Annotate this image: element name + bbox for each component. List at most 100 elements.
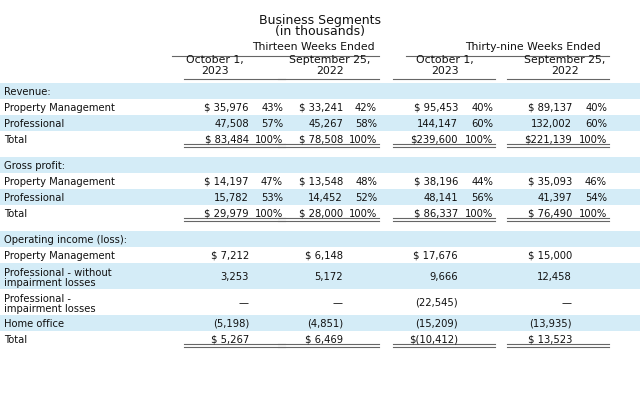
Text: 54%: 54%	[585, 193, 607, 202]
Text: 40%: 40%	[585, 103, 607, 113]
Text: $ 76,490: $ 76,490	[527, 209, 572, 218]
Text: —: —	[562, 297, 572, 307]
Bar	[0, 315, 640, 331]
Text: $ 35,976: $ 35,976	[205, 103, 249, 113]
Text: 132,002: 132,002	[531, 119, 572, 129]
Text: (in thousands): (in thousands)	[275, 25, 365, 38]
Text: 2023: 2023	[201, 66, 229, 76]
Text: 44%: 44%	[471, 177, 493, 187]
Text: 2022: 2022	[551, 66, 579, 76]
Text: 100%: 100%	[349, 209, 377, 218]
Text: 52%: 52%	[355, 193, 377, 202]
Text: (4,851): (4,851)	[307, 318, 343, 328]
Bar	[0, 263, 640, 289]
Text: $ 95,453: $ 95,453	[413, 103, 458, 113]
Text: September 25,: September 25,	[289, 55, 371, 65]
Text: 48%: 48%	[355, 177, 377, 187]
Bar	[0, 189, 640, 205]
Text: Property Management: Property Management	[4, 250, 115, 261]
Text: Professional: Professional	[4, 193, 64, 202]
Text: 57%: 57%	[261, 119, 283, 129]
Text: (5,198): (5,198)	[212, 318, 249, 328]
Text: 53%: 53%	[261, 193, 283, 202]
Text: 9,666: 9,666	[429, 271, 458, 281]
Text: Total: Total	[4, 334, 27, 344]
Text: Professional - without: Professional - without	[4, 267, 111, 277]
Text: 60%: 60%	[471, 119, 493, 129]
Text: $ 33,241: $ 33,241	[299, 103, 343, 113]
Text: $(10,412): $(10,412)	[409, 334, 458, 344]
Text: $ 14,197: $ 14,197	[205, 177, 249, 187]
Text: Professional: Professional	[4, 119, 64, 129]
Text: 46%: 46%	[585, 177, 607, 187]
Text: Property Management: Property Management	[4, 103, 115, 113]
Text: $ 17,676: $ 17,676	[413, 250, 458, 261]
Bar	[0, 84, 640, 100]
Text: $ 29,979: $ 29,979	[204, 209, 249, 218]
Text: 45,267: 45,267	[308, 119, 343, 129]
Text: impairment losses: impairment losses	[4, 277, 95, 287]
Text: 100%: 100%	[255, 135, 283, 145]
Bar	[0, 116, 640, 132]
Text: September 25,: September 25,	[524, 55, 605, 65]
Text: 43%: 43%	[261, 103, 283, 113]
Text: 100%: 100%	[579, 135, 607, 145]
Text: $ 83,484: $ 83,484	[205, 135, 249, 145]
Text: 41,397: 41,397	[537, 193, 572, 202]
Text: $ 6,148: $ 6,148	[305, 250, 343, 261]
Text: $ 38,196: $ 38,196	[413, 177, 458, 187]
Text: Gross profit:: Gross profit:	[4, 161, 65, 171]
Text: 56%: 56%	[471, 193, 493, 202]
Text: 2022: 2022	[316, 66, 344, 76]
Text: 2023: 2023	[431, 66, 459, 76]
Text: $239,600: $239,600	[410, 135, 458, 145]
Text: $221,139: $221,139	[524, 135, 572, 145]
Text: —: —	[333, 297, 343, 307]
Text: 100%: 100%	[465, 209, 493, 218]
Text: 15,782: 15,782	[214, 193, 249, 202]
Text: (13,935): (13,935)	[529, 318, 572, 328]
Text: 14,452: 14,452	[308, 193, 343, 202]
Text: impairment losses: impairment losses	[4, 303, 95, 313]
Text: $ 28,000: $ 28,000	[299, 209, 343, 218]
Text: 100%: 100%	[349, 135, 377, 145]
Text: October 1,: October 1,	[186, 55, 244, 65]
Text: Revenue:: Revenue:	[4, 87, 51, 97]
Text: $ 7,212: $ 7,212	[211, 250, 249, 261]
Text: 47,508: 47,508	[214, 119, 249, 129]
Text: Professional -: Professional -	[4, 293, 71, 303]
Text: $ 86,337: $ 86,337	[413, 209, 458, 218]
Text: Business Segments: Business Segments	[259, 14, 381, 27]
Text: 100%: 100%	[465, 135, 493, 145]
Text: Thirteen Weeks Ended: Thirteen Weeks Ended	[252, 42, 374, 52]
Text: $ 78,508: $ 78,508	[299, 135, 343, 145]
Text: 40%: 40%	[471, 103, 493, 113]
Text: 58%: 58%	[355, 119, 377, 129]
Text: (15,209): (15,209)	[415, 318, 458, 328]
Text: Total: Total	[4, 209, 27, 218]
Text: $ 35,093: $ 35,093	[528, 177, 572, 187]
Text: October 1,: October 1,	[416, 55, 474, 65]
Text: —: —	[239, 297, 249, 307]
Text: $ 15,000: $ 15,000	[528, 250, 572, 261]
Text: $ 6,469: $ 6,469	[305, 334, 343, 344]
Text: Operating income (loss):: Operating income (loss):	[4, 234, 127, 245]
Text: 47%: 47%	[261, 177, 283, 187]
Text: Property Management: Property Management	[4, 177, 115, 187]
Bar	[0, 231, 640, 247]
Text: 42%: 42%	[355, 103, 377, 113]
Text: 100%: 100%	[255, 209, 283, 218]
Text: (22,545): (22,545)	[415, 297, 458, 307]
Text: $ 5,267: $ 5,267	[211, 334, 249, 344]
Bar	[0, 157, 640, 173]
Text: $ 13,548: $ 13,548	[299, 177, 343, 187]
Text: Thirty-nine Weeks Ended: Thirty-nine Weeks Ended	[465, 42, 600, 52]
Text: 12,458: 12,458	[537, 271, 572, 281]
Text: 144,147: 144,147	[417, 119, 458, 129]
Text: 100%: 100%	[579, 209, 607, 218]
Text: Home office: Home office	[4, 318, 64, 328]
Text: 48,141: 48,141	[424, 193, 458, 202]
Text: $ 13,523: $ 13,523	[527, 334, 572, 344]
Text: Total: Total	[4, 135, 27, 145]
Text: 60%: 60%	[585, 119, 607, 129]
